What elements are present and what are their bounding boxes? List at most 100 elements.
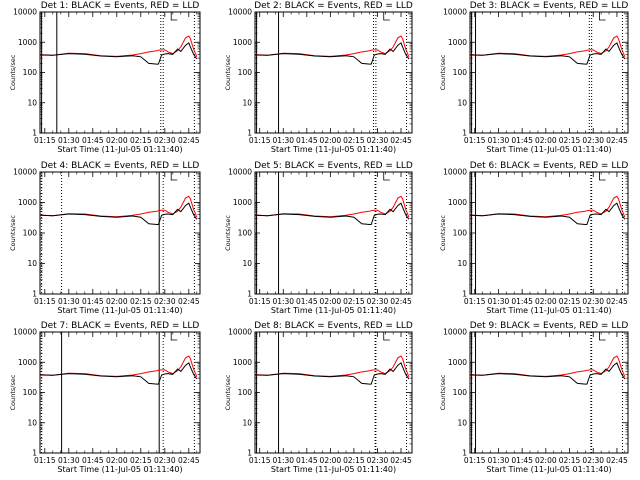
x-axis-label: Start Time (11-Jul-05 01:11:40) — [486, 465, 611, 474]
x-tick-label: 01:45 — [511, 136, 533, 145]
plot-frame — [39, 171, 201, 295]
series-events-line — [255, 362, 410, 385]
x-tick-label: 02:45 — [606, 456, 628, 465]
panel-title: Det 2: BLACK = Events, RED = LLD — [254, 1, 413, 11]
panel-title: Det 4: BLACK = Events, RED = LLD — [41, 161, 200, 171]
y-tick-label: 10000 — [228, 328, 252, 337]
series-events-line — [40, 362, 198, 385]
x-tick-label: 02:15 — [559, 456, 581, 465]
y-tick-label: 100 — [238, 229, 253, 238]
x-tick-label: 01:45 — [82, 136, 104, 145]
panel-title: Det 7: BLACK = Events, RED = LLD — [41, 321, 200, 331]
y-axis-label: Counts/sec — [439, 374, 447, 410]
y-tick-label: 1000 — [18, 38, 37, 47]
y-axis-label: Counts/sec — [224, 215, 232, 251]
panel-det-9: Det 9: BLACK = Events, RED = LLD 1 10 100 10… — [439, 321, 629, 474]
y-tick-label: 100 — [238, 388, 253, 397]
interval-flag — [170, 12, 178, 21]
y-axis-label: Counts/sec — [224, 54, 232, 90]
x-axis-label: Start Time (11-Jul-05 01:11:40) — [57, 465, 182, 474]
x-tick-label: 02:30 — [367, 456, 389, 465]
x-axis-label: Start Time (11-Jul-05 01:11:40) — [57, 306, 182, 315]
x-tick-label: 02:30 — [582, 456, 604, 465]
y-tick-label: 10000 — [13, 328, 37, 337]
interval-flag — [383, 12, 390, 21]
y-axis-label: Counts/sec — [9, 374, 17, 410]
interval-flag — [383, 332, 390, 341]
x-axis-label: Start Time (11-Jul-05 01:11:40) — [486, 306, 611, 315]
series-group — [470, 35, 626, 65]
y-tick-label: 10 — [27, 259, 37, 268]
x-tick-label: 02:45 — [390, 297, 412, 306]
plot-frame — [469, 171, 629, 295]
x-tick-label: 02:15 — [343, 136, 365, 145]
x-tick-label: 02:00 — [535, 456, 557, 465]
y-tick-label: 1000 — [233, 198, 252, 207]
y-tick-label: 10 — [242, 259, 252, 268]
series-events-line — [40, 202, 198, 225]
x-tick-label: 02:15 — [343, 456, 365, 465]
y-tick-label: 100 — [23, 68, 38, 77]
series-group — [40, 355, 198, 385]
panel-title: Det 1: BLACK = Events, RED = LLD — [41, 1, 200, 11]
x-tick-label: 02:00 — [535, 297, 557, 306]
x-tick-label: 01:15 — [34, 297, 56, 306]
x-tick-label: 01:30 — [272, 297, 294, 306]
x-tick-label: 01:30 — [488, 136, 510, 145]
x-axis-label: Start Time (11-Jul-05 01:11:40) — [57, 145, 182, 154]
x-tick-label: 01:45 — [82, 456, 104, 465]
x-tick-label: 01:30 — [272, 136, 294, 145]
x-tick-label: 02:15 — [343, 297, 365, 306]
series-group — [255, 35, 410, 65]
panel-det-4: Det 4: BLACK = Events, RED = LLD 1 10 100 10… — [9, 161, 201, 315]
x-tick-label: 02:00 — [320, 456, 342, 465]
y-tick-label: 100 — [453, 388, 468, 397]
y-tick-label: 10000 — [443, 328, 467, 337]
x-tick-label: 01:15 — [464, 136, 486, 145]
x-tick-label: 02:30 — [367, 297, 389, 306]
x-tick-label: 01:30 — [58, 136, 80, 145]
x-tick-label: 02:45 — [390, 456, 412, 465]
y-tick-label: 100 — [453, 68, 468, 77]
y-tick-label: 1000 — [448, 358, 467, 367]
panel-title: Det 6: BLACK = Events, RED = LLD — [470, 161, 629, 171]
y-tick-label: 1000 — [18, 358, 37, 367]
x-tick-label: 02:45 — [606, 297, 628, 306]
y-tick-label: 100 — [453, 229, 468, 238]
y-tick-label: 1000 — [448, 38, 467, 47]
y-tick-label: 1000 — [18, 198, 37, 207]
x-tick-label: 01:15 — [34, 136, 56, 145]
interval-flag — [170, 332, 178, 341]
x-axis-label: Start Time (11-Jul-05 01:11:40) — [271, 306, 396, 315]
y-tick-label: 10 — [457, 418, 467, 427]
panel-det-2: Det 2: BLACK = Events, RED = LLD 1 10 100 10… — [224, 1, 413, 154]
panel-det-1: Det 1: BLACK = Events, RED = LLD 1 10 100 10… — [9, 1, 201, 154]
y-tick-label: 100 — [238, 68, 253, 77]
x-tick-label: 02:30 — [154, 456, 176, 465]
y-tick-label: 10 — [242, 418, 252, 427]
series-events-line — [255, 42, 410, 65]
series-events-line — [40, 42, 198, 65]
x-tick-label: 01:15 — [249, 136, 271, 145]
y-tick-label: 10 — [242, 98, 252, 107]
panel-title: Det 3: BLACK = Events, RED = LLD — [470, 1, 629, 11]
x-tick-label: 01:15 — [464, 297, 486, 306]
y-axis-label: Counts/sec — [439, 215, 447, 251]
series-group — [40, 35, 198, 65]
x-tick-label: 02:00 — [106, 456, 128, 465]
x-tick-label: 01:45 — [511, 456, 533, 465]
x-tick-label: 02:30 — [154, 136, 176, 145]
x-tick-label: 01:30 — [488, 456, 510, 465]
x-tick-label: 02:15 — [130, 456, 152, 465]
series-events-line — [470, 362, 626, 385]
series-group — [470, 355, 626, 385]
y-axis-label: Counts/sec — [439, 54, 447, 90]
plot-frame — [39, 11, 201, 134]
series-group — [470, 195, 626, 225]
x-tick-label: 01:15 — [34, 456, 56, 465]
plot-frame — [39, 331, 201, 454]
x-tick-label: 01:30 — [272, 456, 294, 465]
y-tick-label: 1 — [32, 290, 37, 299]
x-tick-label: 01:45 — [511, 297, 533, 306]
y-axis-label: Counts/sec — [9, 215, 17, 251]
